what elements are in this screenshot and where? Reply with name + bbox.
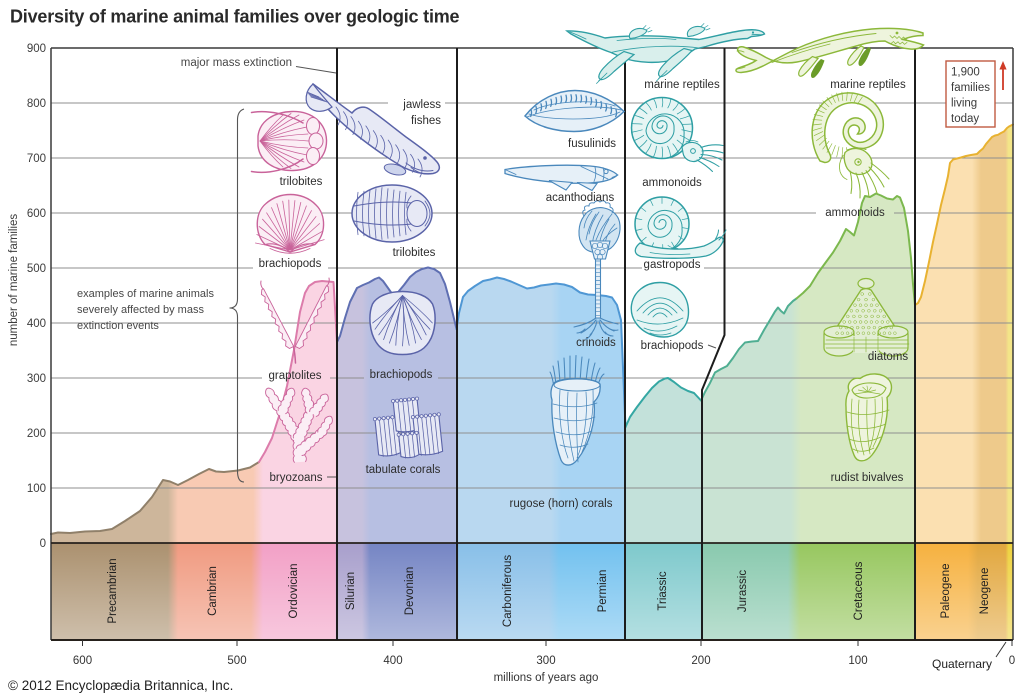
svg-text:marine reptiles: marine reptiles [830, 79, 906, 91]
svg-text:families: families [951, 82, 990, 94]
svg-text:severely affected by mass: severely affected by mass [77, 304, 204, 316]
svg-text:500: 500 [27, 263, 46, 275]
svg-text:today: today [951, 113, 979, 125]
svg-text:500: 500 [227, 655, 246, 667]
svg-text:900: 900 [27, 43, 46, 55]
svg-text:Silurian: Silurian [345, 572, 357, 610]
svg-text:fusulinids: fusulinids [568, 138, 616, 150]
svg-text:living: living [951, 98, 977, 110]
svg-text:Carboniferous: Carboniferous [502, 555, 514, 627]
svg-text:rudist bivalves: rudist bivalves [831, 472, 904, 484]
svg-text:600: 600 [73, 655, 92, 667]
svg-text:1,900: 1,900 [951, 67, 980, 79]
svg-text:600: 600 [27, 208, 46, 220]
svg-text:tabulate corals: tabulate corals [366, 464, 441, 476]
svg-text:brachiopods: brachiopods [641, 340, 704, 352]
svg-text:trilobites: trilobites [280, 176, 323, 188]
svg-text:Cretaceous: Cretaceous [853, 561, 865, 620]
svg-text:800: 800 [27, 98, 46, 110]
svg-text:gastropods: gastropods [644, 259, 701, 271]
svg-text:brachiopods: brachiopods [259, 258, 322, 270]
svg-text:300: 300 [536, 655, 555, 667]
svg-text:0: 0 [1009, 655, 1015, 667]
svg-text:crinoids: crinoids [576, 337, 616, 349]
svg-text:100: 100 [848, 655, 867, 667]
svg-text:rugose (horn) corals: rugose (horn) corals [510, 498, 613, 510]
svg-text:ammonoids: ammonoids [642, 177, 702, 189]
svg-text:Precambrian: Precambrian [107, 558, 119, 623]
svg-text:200: 200 [27, 428, 46, 440]
svg-text:fishes: fishes [411, 115, 441, 127]
svg-text:0: 0 [40, 538, 46, 550]
svg-text:trilobites: trilobites [393, 247, 436, 259]
svg-text:700: 700 [27, 153, 46, 165]
svg-text:examples of marine animals: examples of marine animals [77, 288, 214, 300]
svg-text:Cambrian: Cambrian [207, 566, 219, 616]
svg-text:Quaternary: Quaternary [932, 657, 992, 671]
svg-text:Triassic: Triassic [657, 571, 669, 610]
svg-text:bryozoans: bryozoans [269, 472, 322, 484]
svg-text:Neogene: Neogene [979, 568, 991, 615]
svg-text:© 2012 Encyclopædia Britannica: © 2012 Encyclopædia Britannica, Inc. [8, 678, 233, 693]
svg-text:Jurassic: Jurassic [737, 570, 749, 612]
svg-text:brachiopods: brachiopods [370, 369, 433, 381]
svg-text:Permian: Permian [597, 570, 609, 613]
svg-text:Ordovician: Ordovician [288, 564, 300, 619]
svg-text:100: 100 [27, 483, 46, 495]
svg-text:number of marine families: number of marine families [8, 214, 20, 347]
svg-text:Devonian: Devonian [404, 567, 416, 616]
svg-text:200: 200 [691, 655, 710, 667]
svg-text:graptolites: graptolites [268, 370, 321, 382]
svg-text:marine reptiles: marine reptiles [644, 79, 720, 91]
svg-text:Paleogene: Paleogene [940, 564, 952, 619]
svg-text:major mass extinction: major mass extinction [181, 57, 292, 69]
svg-text:400: 400 [27, 318, 46, 330]
svg-text:300: 300 [27, 373, 46, 385]
svg-text:millions of years ago: millions of years ago [494, 672, 599, 684]
svg-text:acanthodians: acanthodians [546, 192, 615, 204]
svg-text:jawless: jawless [402, 99, 441, 111]
svg-text:extinction events: extinction events [77, 320, 159, 332]
svg-text:diatoms: diatoms [868, 351, 909, 363]
svg-text:400: 400 [383, 655, 402, 667]
svg-text:ammonoids: ammonoids [825, 207, 885, 219]
svg-text:Diversity of marine animal fam: Diversity of marine animal families over… [10, 7, 460, 27]
